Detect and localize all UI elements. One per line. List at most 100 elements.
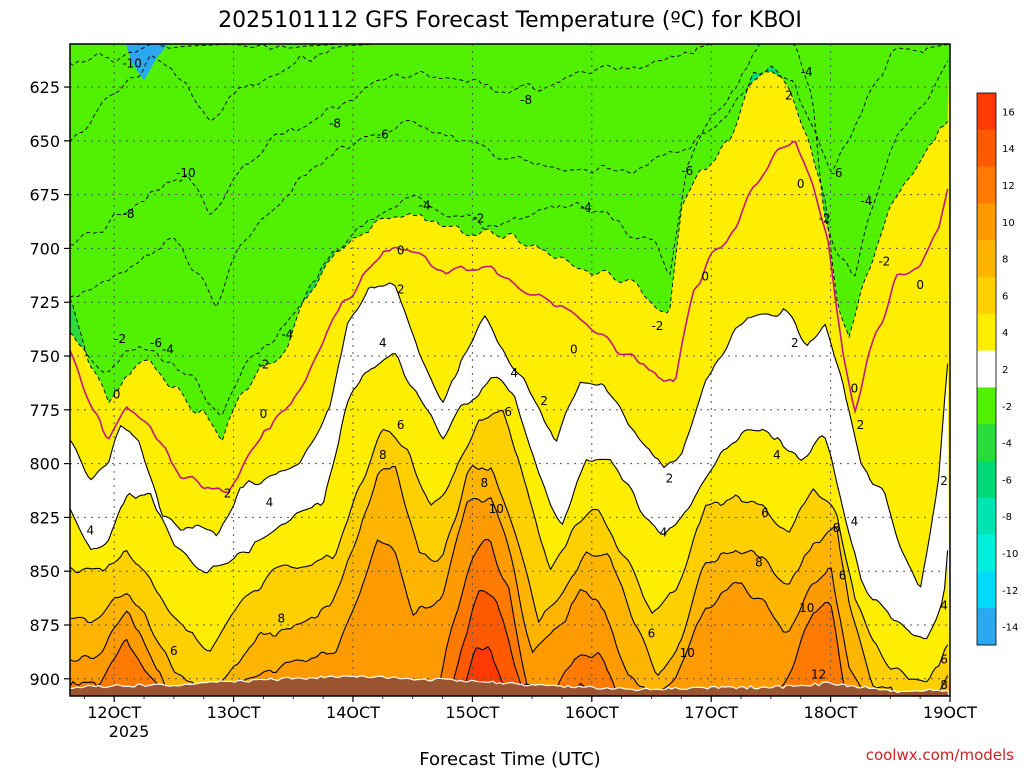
contour-label: 10	[680, 646, 695, 660]
contour-label: -4	[801, 65, 813, 79]
band-12	[70, 539, 948, 696]
colorbar: 16 14 12 10 8 6 4 2 -2 -4 -6 -8 -10 -12 -14	[976, 92, 1018, 646]
colorbar-swatch	[977, 461, 996, 499]
y-tick-label: 775	[29, 401, 60, 420]
contour-label: -10	[122, 56, 142, 70]
colorbar-label: -12	[1002, 586, 1018, 597]
y-tick-label: 650	[29, 132, 60, 151]
contour-label: -2	[257, 358, 269, 372]
isotherm-4	[70, 353, 949, 640]
contour-label: 10	[489, 502, 504, 516]
colorbar-swatch	[977, 571, 996, 609]
contour-label: 2	[666, 472, 674, 486]
colorbar-swatch	[977, 424, 996, 462]
contour-label: 2	[791, 336, 799, 350]
colorbar-frame	[976, 92, 997, 646]
colorbar-label: 6	[1002, 291, 1008, 302]
contour-label: 6	[761, 506, 769, 520]
y-tick-label: 750	[29, 347, 60, 366]
contour-label: 4	[86, 523, 94, 537]
x-tick-label: 19OCT	[923, 703, 977, 722]
x-tick-label: 17OCT	[684, 703, 738, 722]
contour-label: 4	[510, 366, 518, 380]
colorbar-label: -14	[1002, 623, 1018, 634]
y-tick-label: 875	[29, 616, 60, 635]
contour-label: -2	[472, 211, 484, 225]
plot-area: -10-10-8-8-8-6-6 -6-4-4-4 -4-4-4-6-2-2-2-2…	[70, 44, 950, 696]
colorbar-label: -2	[1002, 402, 1012, 413]
contour-label: 0	[570, 343, 578, 357]
colorbar-label: -6	[1002, 475, 1012, 486]
contour-label: 6	[170, 644, 178, 658]
colorbar-label: 16	[1002, 107, 1015, 118]
isotherm--2	[70, 65, 948, 442]
contour-label: -2	[819, 211, 831, 225]
isotherm--12	[70, 44, 948, 66]
contour-label: -4	[860, 194, 872, 208]
isotherm-2	[70, 282, 949, 588]
isotherm-6	[70, 409, 949, 683]
credit-text: coolwx.com/models	[866, 746, 1014, 764]
contour-label: -10	[176, 166, 196, 180]
contour-label: 2	[785, 89, 793, 103]
colorbar-label: -10	[1002, 549, 1018, 560]
colorbar-swatch	[977, 350, 996, 388]
plot-frame	[69, 43, 951, 697]
contour-label: 0	[397, 244, 405, 258]
band-minus-14-pocket	[126, 44, 168, 81]
contour-label: -4	[162, 343, 174, 357]
contour-label: 2	[397, 282, 405, 296]
contour-label: -6	[150, 336, 162, 350]
colorbar-label: 8	[1002, 255, 1008, 266]
colorbar-label: -8	[1002, 512, 1012, 523]
contour-label: -4	[580, 201, 592, 215]
contour-label: -8	[329, 117, 341, 131]
contour-label: 12	[811, 667, 826, 681]
colorbar-swatch	[977, 203, 996, 241]
contour-label: 4	[266, 495, 274, 509]
contour-label: 8	[481, 476, 489, 490]
y-tick-label: 625	[29, 78, 60, 97]
contour-label: 2	[940, 474, 948, 488]
colorbar-swatch	[977, 497, 996, 536]
colorbar-label: 12	[1002, 181, 1015, 192]
contour-label: 0	[113, 388, 121, 402]
contour-label: -6	[681, 164, 693, 178]
contour-label: -4	[281, 327, 293, 341]
contour-label: 8	[379, 448, 387, 462]
colorbar-label: -4	[1002, 439, 1012, 450]
x-tick-label: 15OCT	[445, 703, 499, 722]
x-axis-label: Forecast Time (UTC)	[419, 749, 600, 768]
contour-label: 6	[397, 418, 405, 432]
contour-label: 4	[773, 448, 781, 462]
contour-label: 0	[260, 407, 268, 421]
colorbar-swatch	[977, 277, 996, 315]
y-axis: 625 650 675 700 725 750 775 800 825 850 875 900	[29, 78, 70, 689]
colorbar-swatch	[977, 129, 996, 168]
x-tick-label: 16OCT	[565, 703, 619, 722]
colorbar-swatch	[977, 240, 996, 278]
contour-label: -4	[419, 198, 431, 212]
y-tick-label: 825	[29, 508, 60, 527]
colorbar-swatch	[977, 166, 996, 204]
colorbar-swatch	[977, 93, 996, 131]
contour-label: 6	[940, 652, 948, 666]
contour-label: 8	[833, 521, 841, 535]
contour-label: 10	[799, 601, 814, 615]
colorbar-label: 2	[1002, 365, 1008, 376]
contour-label: 0	[701, 269, 709, 283]
colorbar-swatch	[977, 387, 996, 425]
contour-label: 2	[540, 394, 548, 408]
contour-label: 0	[851, 381, 859, 395]
contour-label: 6	[839, 568, 847, 582]
isotherm--8	[70, 44, 948, 246]
contour-label: -2	[651, 319, 663, 333]
y-tick-label: 900	[29, 670, 60, 689]
isotherm--4	[70, 44, 948, 416]
x-tick-label: 14OCT	[326, 703, 380, 722]
contour-label: 4	[660, 525, 668, 539]
contour-label: -2	[114, 332, 126, 346]
terrain-ground	[70, 675, 950, 696]
contour-label: 8	[940, 678, 948, 692]
